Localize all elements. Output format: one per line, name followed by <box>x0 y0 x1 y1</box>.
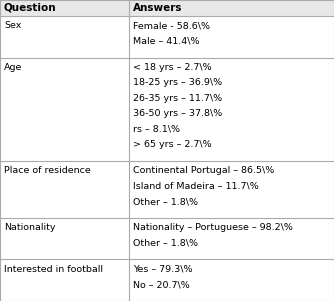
Bar <box>0 0 334 16</box>
Text: Question: Question <box>4 3 57 13</box>
Text: 36-50 yrs – 37.8\%: 36-50 yrs – 37.8\% <box>133 109 222 118</box>
Text: < 18 yrs – 2.7\%: < 18 yrs – 2.7\% <box>133 63 211 72</box>
Bar <box>0 16 334 57</box>
Text: Other – 1.8\%: Other – 1.8\% <box>133 197 198 206</box>
Text: 18-25 yrs – 36.9\%: 18-25 yrs – 36.9\% <box>133 78 222 87</box>
Text: Continental Portugal – 86.5\%: Continental Portugal – 86.5\% <box>133 166 274 175</box>
Text: rs – 8.1\%: rs – 8.1\% <box>133 125 180 134</box>
Text: Interested in football: Interested in football <box>4 265 103 274</box>
Text: Nationality – Portuguese – 98.2\%: Nationality – Portuguese – 98.2\% <box>133 223 293 232</box>
Bar <box>0 259 334 301</box>
Bar <box>0 218 334 259</box>
Text: Age: Age <box>4 63 22 72</box>
Bar <box>0 161 334 218</box>
Text: Answers: Answers <box>133 3 182 13</box>
Text: Nationality: Nationality <box>4 223 55 232</box>
Text: Sex: Sex <box>4 21 21 30</box>
Text: Place of residence: Place of residence <box>4 166 91 175</box>
Text: Male – 41.4\%: Male – 41.4\% <box>133 37 199 46</box>
Text: 26-35 yrs – 11.7\%: 26-35 yrs – 11.7\% <box>133 94 222 103</box>
Bar <box>0 57 334 161</box>
Text: Other – 1.8\%: Other – 1.8\% <box>133 239 198 248</box>
Text: No – 20.7\%: No – 20.7\% <box>133 280 189 289</box>
Text: Female - 58.6\%: Female - 58.6\% <box>133 21 210 30</box>
Text: Yes – 79.3\%: Yes – 79.3\% <box>133 265 192 274</box>
Text: > 65 yrs – 2.7\%: > 65 yrs – 2.7\% <box>133 140 211 149</box>
Text: Island of Madeira – 11.7\%: Island of Madeira – 11.7\% <box>133 182 258 191</box>
